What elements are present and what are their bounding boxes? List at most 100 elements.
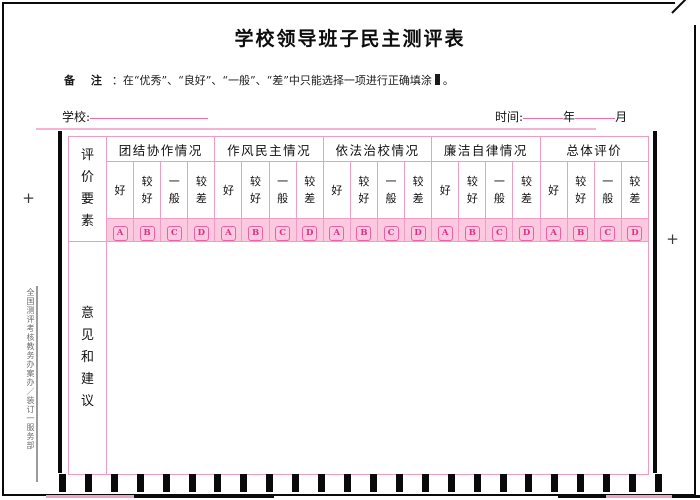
omr-timing-tick (473, 474, 481, 492)
omr-timing-tick (655, 474, 662, 492)
option-label-B: 较好 (349, 161, 378, 219)
option-label-B: 较好 (241, 161, 270, 219)
option-label-C: 一般 (268, 161, 297, 219)
answer-bubble-D[interactable]: D (193, 225, 209, 241)
omr-timing-tick (395, 474, 403, 492)
bubble-cell-C[interactable]: C (160, 218, 189, 242)
option-label-line: 般 (493, 192, 505, 205)
option-label-C: 一般 (376, 161, 406, 219)
answer-bubble-D[interactable]: D (519, 225, 534, 241)
option-label-line: 好 (114, 183, 126, 197)
decorative-pink-rule (36, 128, 596, 130)
answer-bubble-D[interactable]: D (410, 225, 426, 241)
answer-bubble-C[interactable]: C (383, 225, 399, 241)
omr-timing-tick (447, 474, 455, 492)
bubble-cell-A[interactable]: A (431, 218, 460, 242)
bubble-cell-C[interactable]: C (485, 218, 514, 242)
note-label: 备 注 (64, 74, 108, 87)
bubble-cell-C[interactable]: C (593, 218, 622, 242)
answer-bubble-D[interactable]: D (627, 225, 643, 241)
comment-header-char: 和 (80, 350, 94, 365)
registration-bar-left (58, 131, 62, 473)
answer-bubble-B[interactable]: B (248, 225, 264, 241)
answer-bubble-A[interactable]: A (112, 225, 128, 241)
year-input[interactable] (523, 118, 564, 119)
comment-textarea[interactable] (106, 241, 649, 475)
school-field[interactable]: 学校: (62, 108, 209, 125)
bubble-cell-C[interactable]: C (268, 218, 297, 242)
evaluation-table: 评价要素团结协作情况 作风民主情况 依法治校情况 廉洁自律情况 总体评价好较好一般较差好… (68, 136, 649, 475)
omr-timing-tick (162, 474, 170, 492)
bubble-cell-A[interactable]: A (214, 218, 243, 242)
bubble-cell-D[interactable]: D (620, 218, 649, 242)
bubble-cell-B[interactable]: B (349, 218, 378, 242)
registration-plus-right: + (666, 230, 679, 248)
omr-timing-tick (603, 474, 611, 492)
answer-bubble-C[interactable]: C (600, 225, 616, 241)
answer-bubble-B[interactable]: B (464, 225, 480, 241)
option-label-D: 较差 (512, 161, 541, 219)
omr-timing-tick (344, 474, 352, 492)
answer-bubble-B[interactable]: B (139, 225, 155, 241)
answer-bubble-D[interactable]: D (302, 225, 318, 241)
bubble-cell-B[interactable]: B (241, 218, 270, 242)
option-label-D: 较差 (295, 161, 324, 219)
bubble-cell-A[interactable]: A (105, 218, 135, 242)
option-label-line: 较 (412, 175, 424, 188)
bubble-cell-A[interactable]: A (539, 218, 568, 242)
answer-bubble-A[interactable]: A (546, 225, 562, 241)
option-label-line: 较 (629, 175, 641, 188)
bubble-cell-D[interactable]: D (295, 218, 324, 242)
comment-header-char: 议 (80, 394, 94, 409)
option-label-A: 好 (214, 161, 243, 219)
option-label-line: 一 (602, 175, 614, 188)
answer-bubble-B[interactable]: B (356, 225, 372, 241)
option-label-B: 较好 (133, 161, 162, 219)
school-input[interactable] (90, 118, 209, 119)
option-label-line: 较 (358, 175, 370, 188)
answer-bubble-A[interactable]: A (329, 225, 345, 241)
page-border (2, 2, 696, 496)
option-label-line: 差 (195, 192, 207, 205)
omr-timing-tick (110, 474, 118, 492)
time-field[interactable]: 时间: 年 月 (495, 108, 627, 125)
registration-bar-right (653, 131, 657, 473)
option-label-line: 一 (385, 175, 397, 188)
bubble-cell-D[interactable]: D (512, 218, 541, 242)
bubble-cell-B[interactable]: B (458, 218, 487, 242)
bubble-cell-A[interactable]: A (322, 218, 351, 242)
option-label-line: 好 (250, 192, 262, 205)
bubble-cell-D[interactable]: D (404, 218, 433, 242)
answer-bubble-C[interactable]: C (491, 225, 507, 241)
omr-timing-tick (421, 474, 429, 492)
month-input[interactable] (575, 118, 616, 119)
option-label-line: 较 (466, 175, 478, 188)
note-text: ：在“优秀”、“良好”、“一般”、“差”中只能选择一项进行正确填涂 (111, 74, 432, 87)
answer-bubble-B[interactable]: B (573, 225, 589, 241)
school-label: 学校: (62, 110, 91, 124)
option-label-B: 较好 (566, 161, 595, 219)
bubble-cell-D[interactable]: D (187, 218, 216, 242)
answer-bubble-A[interactable]: A (437, 225, 453, 241)
row-header-char: 要 (80, 192, 94, 207)
comment-header-char: 意 (80, 306, 94, 321)
side-watermark-rule (36, 286, 38, 482)
note-tail: 。 (442, 74, 454, 87)
option-label-line: 般 (277, 192, 289, 205)
bubble-cell-B[interactable]: B (566, 218, 595, 242)
side-watermark: 全国测评考核教务办案办／装订一服务部 (26, 288, 35, 450)
answer-bubble-A[interactable]: A (220, 225, 236, 241)
answer-bubble-C[interactable]: C (275, 225, 291, 241)
omr-timing-tick (318, 474, 326, 492)
option-label-line: 较 (141, 175, 153, 188)
bubble-cell-C[interactable]: C (376, 218, 406, 242)
answer-bubble-C[interactable]: C (166, 225, 182, 241)
bubble-cell-B[interactable]: B (133, 218, 162, 242)
bottom-rule-pink-right (606, 495, 672, 498)
omr-timing-tick (369, 474, 377, 492)
option-label-line: 好 (439, 183, 451, 197)
option-label-line: 好 (358, 192, 370, 205)
group-header-2: 作风民主情况 (214, 136, 324, 162)
meta-row: 学校: 时间: 年 月 (0, 108, 700, 130)
note-line: 备 注：在“优秀”、“良好”、“一般”、“差”中只能选择一项进行正确填涂。 (64, 72, 644, 88)
